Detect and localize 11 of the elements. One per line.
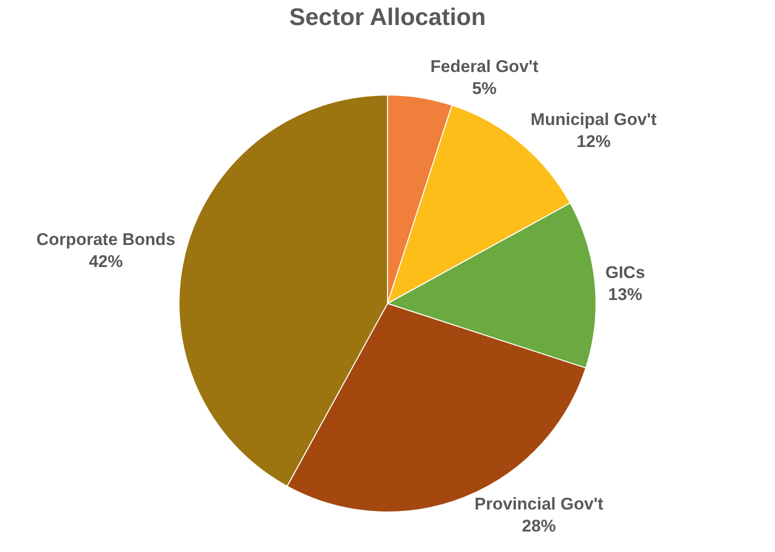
data-label: 42% (88, 252, 123, 271)
data-label: 5% (472, 79, 497, 98)
data-label: 13% (608, 285, 642, 304)
chart-title: Sector Allocation (289, 4, 486, 32)
slice-label: Municipal Gov't (530, 110, 657, 130)
data-label: 12% (576, 132, 611, 152)
slice-label: GICs (605, 263, 646, 282)
slice-label: Provincial Gov't (474, 494, 604, 514)
slice-label: Corporate Bonds (36, 230, 176, 249)
data-label: 28% (522, 516, 556, 536)
slice-label: Federal Gov't (430, 56, 539, 76)
